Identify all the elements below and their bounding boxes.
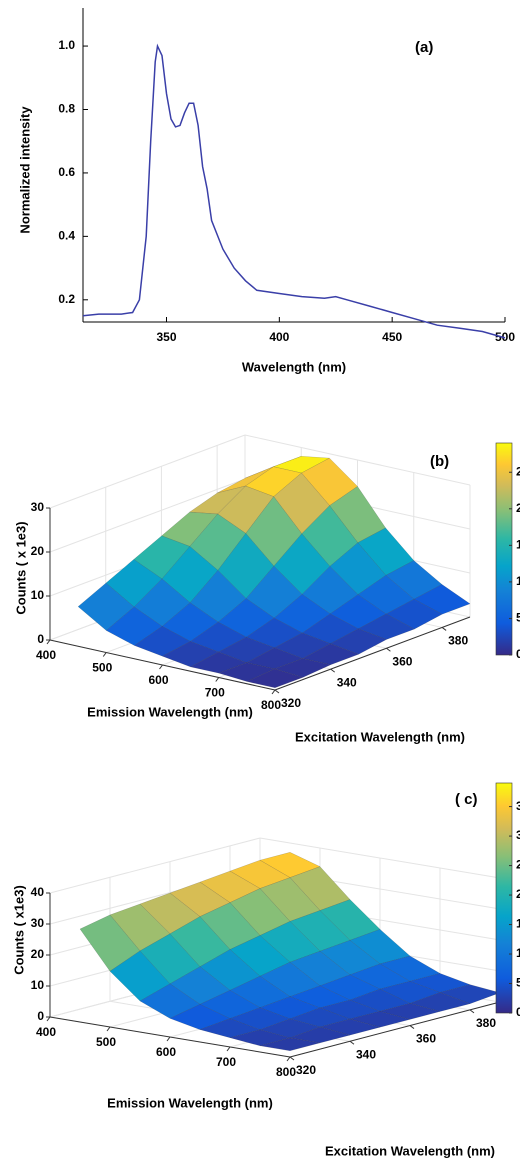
surface-patch — [329, 628, 387, 655]
x-tick — [159, 664, 163, 670]
surface-patch — [246, 668, 304, 689]
grid-line — [49, 478, 246, 553]
y-tick-label: 0.2 — [58, 292, 75, 306]
z-tick-label: 30 — [31, 500, 45, 514]
colorbar — [495, 782, 513, 1014]
z-tick-label: 0 — [37, 1009, 44, 1023]
colorbar-tick-label: 15 — [516, 917, 520, 931]
colorbar — [495, 442, 513, 656]
z-tick-label: 0 — [37, 632, 44, 646]
colorbar-tick-label: 10 — [516, 946, 520, 960]
colorbar-tick-label: 0 — [516, 647, 520, 661]
x-tick-label: 450 — [382, 330, 402, 344]
x-tick-label: 350 — [156, 330, 176, 344]
y-tick-label: 360 — [392, 654, 412, 668]
y-axis-label: Excitation Wavelength (nm) — [325, 1143, 495, 1158]
y-tick-label: 0.6 — [58, 165, 75, 179]
colorbar-tick-label: 5 — [516, 976, 520, 990]
y-tick-label: 320 — [281, 696, 301, 710]
y-tick-label: 340 — [356, 1047, 376, 1061]
x-axis-label: Wavelength (nm) — [242, 359, 346, 374]
y-axis — [274, 616, 471, 691]
surface-patch — [409, 992, 471, 1012]
annotation: ( c) — [455, 791, 478, 808]
x-tick — [46, 1016, 51, 1022]
y-tick — [274, 689, 280, 694]
y-tick-label: 1.0 — [58, 38, 75, 52]
x-tick — [215, 677, 220, 682]
x-tick-label: 500 — [96, 1035, 116, 1049]
y-tick-label: 380 — [476, 1016, 496, 1030]
data-line — [82, 43, 506, 339]
y-tick — [441, 627, 447, 631]
colorbar-tick-label: 20 — [516, 501, 520, 515]
colorbar-tick-label: 5 — [516, 611, 520, 625]
x-tick-label: 400 — [36, 648, 56, 662]
x-tick-label: 600 — [148, 673, 168, 687]
y-tick — [409, 1025, 415, 1029]
x-tick-label: 400 — [36, 1025, 56, 1039]
y-tick — [349, 1040, 355, 1045]
x-tick-label: 700 — [216, 1055, 236, 1069]
x-tick — [102, 652, 107, 657]
x-tick-label: 600 — [156, 1045, 176, 1059]
annotation: (a) — [415, 39, 433, 56]
y-tick-label: 0.8 — [58, 102, 75, 116]
annotation: (b) — [430, 453, 449, 470]
y-tick-label: 0.4 — [58, 229, 75, 243]
z-axis-label: Counts ( x 1e3) — [13, 521, 28, 614]
y-axis-label: Normalized intensity — [17, 106, 32, 234]
y-tick-label: 320 — [296, 1063, 316, 1077]
colorbar-tick-label: 30 — [516, 828, 520, 842]
colorbar-tick-label: 15 — [516, 538, 520, 552]
x-tick — [286, 1056, 291, 1062]
x-tick-label: 500 — [92, 661, 112, 675]
y-axis — [289, 1001, 501, 1058]
y-tick-label: 380 — [448, 634, 468, 648]
x-tick — [166, 1036, 171, 1042]
z-tick-label: 20 — [31, 947, 45, 961]
x-tick-label: 700 — [205, 686, 225, 700]
x-tick-label: 800 — [261, 698, 281, 712]
colorbar-tick-label: 0 — [516, 1005, 520, 1019]
z-tick-label: 20 — [31, 544, 45, 558]
x-axis-label: Emission Wavelength (nm) — [87, 704, 253, 719]
y-tick — [469, 1009, 475, 1014]
z-tick-label: 10 — [31, 978, 45, 992]
colorbar-tick-label: 35 — [516, 799, 520, 813]
surface-patch — [259, 1037, 321, 1052]
z-axis-label: Counts ( x1e3) — [11, 885, 26, 975]
y-tick — [386, 647, 391, 652]
colorbar-tick-label: 25 — [516, 464, 520, 478]
x-tick-label: 800 — [276, 1065, 296, 1079]
y-axis-label: Excitation Wavelength (nm) — [295, 729, 465, 744]
grid-line — [49, 837, 261, 894]
x-tick — [46, 639, 51, 645]
grid-line — [49, 434, 246, 509]
z-tick-label: 30 — [31, 916, 45, 930]
x-axis-label: Emission Wavelength (nm) — [107, 1095, 273, 1110]
z-tick-label: 10 — [31, 588, 45, 602]
colorbar-tick-label: 25 — [516, 858, 520, 872]
x-tick-label: 400 — [269, 330, 289, 344]
z-tick-label: 40 — [31, 885, 45, 899]
y-tick — [330, 668, 336, 673]
colorbar-tick-label: 10 — [516, 574, 520, 588]
y-tick — [289, 1056, 295, 1061]
x-tick — [106, 1026, 111, 1032]
y-tick-label: 340 — [337, 675, 357, 689]
x-tick — [271, 689, 276, 695]
x-tick — [226, 1046, 231, 1052]
colorbar-tick-label: 20 — [516, 887, 520, 901]
y-tick-label: 360 — [416, 1032, 436, 1046]
